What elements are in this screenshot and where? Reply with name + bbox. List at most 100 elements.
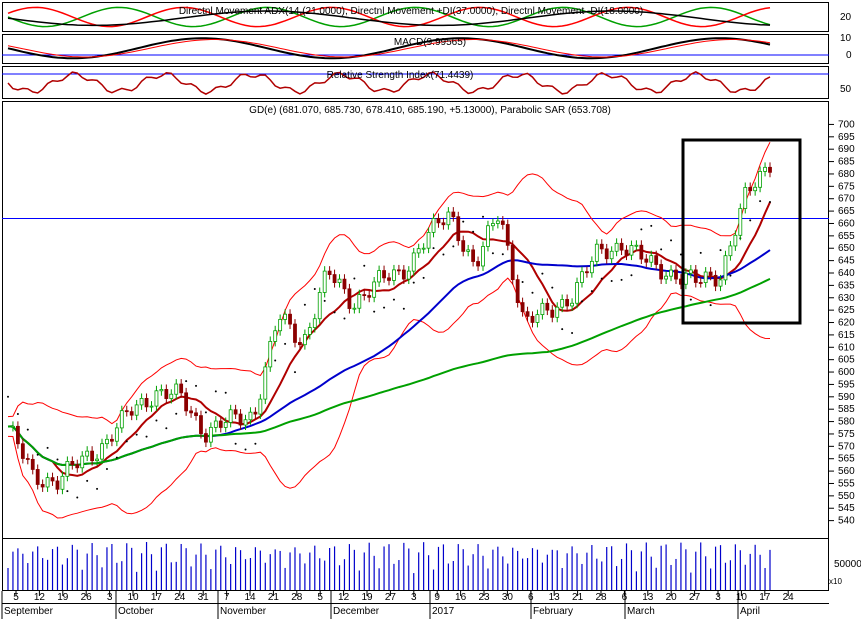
sar-dot — [610, 279, 613, 282]
sar-dot — [105, 468, 108, 471]
x-day-label: 21 — [572, 592, 584, 603]
x-day-label: 3 — [411, 592, 417, 603]
candle-body — [307, 327, 312, 335]
price-tick-label: 670 — [838, 194, 855, 205]
candle-body — [466, 249, 471, 252]
x-month-label: October — [118, 606, 154, 617]
candle-body — [634, 244, 639, 247]
sar-dot — [16, 413, 19, 416]
candle-body — [347, 288, 352, 309]
x-day-label: 10 — [127, 592, 139, 603]
x-day-label: 31 — [198, 592, 210, 603]
sar-dot — [442, 253, 445, 256]
sar-dot — [115, 456, 118, 459]
sar-dot — [482, 215, 485, 218]
sma-long-line — [7, 277, 771, 467]
candle-body — [768, 166, 772, 173]
x-day-label: 19 — [57, 592, 69, 603]
macd-panel — [2, 34, 829, 64]
candle-body — [614, 242, 619, 252]
candle-body — [169, 393, 174, 399]
x-day-label: 23 — [478, 592, 490, 603]
sar-dot — [76, 496, 79, 499]
candle-body — [495, 220, 500, 224]
candle-body — [708, 271, 713, 276]
candle-body — [65, 461, 70, 477]
sar-dot — [254, 442, 257, 445]
x-day-label: 30 — [502, 592, 514, 603]
candle-body — [753, 186, 758, 192]
rsi-lines — [2, 70, 829, 95]
x-day-label: 27 — [689, 592, 701, 603]
candle-body — [124, 410, 129, 413]
candle-body — [268, 341, 273, 368]
x-month-label: November — [220, 606, 267, 617]
sar-dot — [402, 307, 405, 310]
candle-body — [50, 477, 55, 482]
sar-dot — [600, 277, 603, 280]
sar-dot — [670, 239, 673, 242]
candle-body — [693, 269, 698, 283]
dmi-plus-line — [7, 6, 771, 28]
candle-body — [733, 234, 738, 247]
sar-dot — [769, 201, 771, 204]
candle-body — [317, 292, 322, 320]
candle-body — [515, 279, 520, 303]
price-tick-label: 595 — [838, 379, 855, 390]
dmi-minus-line — [7, 6, 771, 28]
candle-body — [75, 464, 80, 469]
candle-body — [669, 269, 673, 277]
sar-dot — [165, 427, 168, 430]
x-day-label: 12 — [34, 592, 46, 603]
candle-body — [387, 277, 391, 281]
candle-body — [555, 306, 560, 318]
candle-body — [456, 216, 461, 242]
x-month-label: December — [333, 606, 380, 617]
sar-dot — [571, 331, 574, 334]
highlight-box — [681, 138, 802, 325]
sar-dot — [244, 448, 247, 451]
sar-dot — [343, 317, 346, 320]
sar-dot — [541, 272, 544, 275]
x-day-label: 20 — [666, 592, 678, 603]
sar-dot — [46, 446, 49, 449]
candle-body — [476, 261, 480, 267]
candle-body — [382, 270, 386, 279]
macd-line — [7, 37, 771, 60]
x-day-label: 28 — [291, 592, 303, 603]
candle-body — [199, 415, 203, 434]
candle-body — [609, 250, 614, 260]
candle-body — [129, 411, 134, 416]
price-tick-label: 685 — [838, 157, 855, 168]
dmi-label: Directnl Movement ADX(14,(21.0000), Dire… — [179, 6, 643, 17]
sar-dot — [531, 291, 534, 294]
candle-body — [525, 311, 530, 317]
candle-body — [624, 249, 629, 256]
sar-dot — [26, 428, 29, 431]
candle-body — [421, 247, 426, 250]
candle-body — [228, 409, 233, 423]
sar-dot — [719, 249, 722, 252]
candle-body — [500, 220, 505, 225]
candle-body — [471, 249, 476, 262]
x-day-label: 27 — [385, 592, 397, 603]
candle-body — [545, 302, 550, 311]
x-month-label: March — [627, 606, 655, 617]
candle-body — [134, 404, 139, 416]
candle-body — [110, 438, 114, 442]
sar-dot — [432, 247, 435, 250]
candle-body — [441, 222, 446, 226]
sar-dot — [303, 303, 306, 306]
candle-body — [293, 323, 297, 343]
x-day-label: 12 — [338, 592, 350, 603]
sar-dot — [204, 411, 207, 414]
price-tick-label: 605 — [838, 355, 855, 366]
price-tick-label: 610 — [838, 342, 855, 353]
candle-body — [337, 278, 342, 284]
candle-body — [723, 255, 728, 281]
x-day-label: 5 — [13, 592, 19, 603]
price-tick-label: 640 — [838, 268, 855, 279]
price-tick-label: 590 — [838, 392, 855, 403]
candle-body — [70, 461, 75, 466]
sar-dot — [521, 280, 524, 283]
